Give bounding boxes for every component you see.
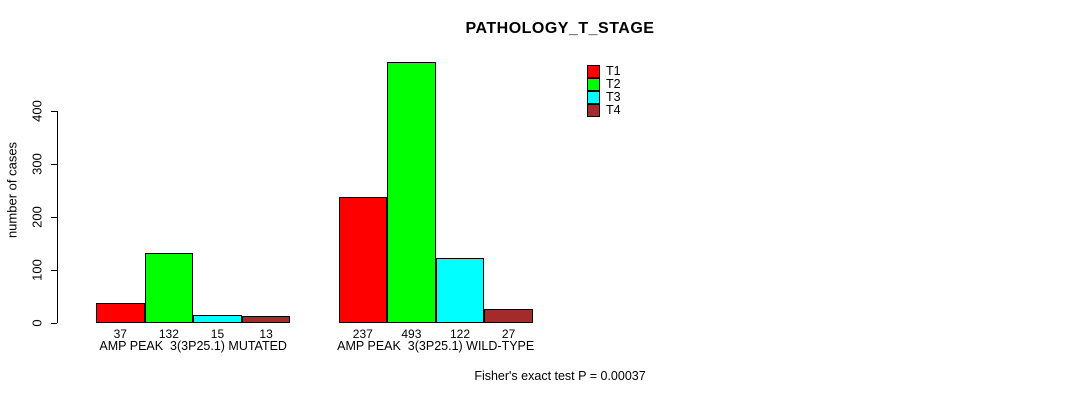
bar-value-label: 37 <box>113 326 127 341</box>
y-axis-tick-label: 0 <box>29 319 45 327</box>
legend-item: T4 <box>587 103 621 117</box>
y-axis-tick-label: 400 <box>29 100 45 122</box>
bar-t2 <box>387 61 436 323</box>
legend: T1 T2 T3 T4 <box>587 64 621 117</box>
y-axis-tick <box>51 111 57 112</box>
legend-item-label: T2 <box>606 77 621 91</box>
y-axis-tick-label: 300 <box>29 153 45 175</box>
bar-t1 <box>96 303 145 323</box>
legend-item-label: T4 <box>606 103 621 117</box>
legend-color-swatch <box>587 65 600 78</box>
category-label: AMP PEAK 3(3P25.1) WILD-TYPE <box>337 338 535 353</box>
y-axis-label: number of cases <box>4 141 20 239</box>
bar-t3 <box>193 315 242 323</box>
bar-value-label: 493 <box>401 326 422 341</box>
legend-item: T3 <box>587 90 621 104</box>
bar-value-label: 122 <box>449 326 470 341</box>
y-axis-tick <box>51 164 57 165</box>
bar-t2 <box>144 253 194 323</box>
bar-t4 <box>241 316 291 323</box>
y-axis-tick-label: 200 <box>29 206 45 228</box>
category-label: AMP PEAK 3(3P25.1) MUTATED <box>99 338 287 353</box>
legend-item: T2 <box>587 77 621 91</box>
legend-color-swatch <box>587 78 600 91</box>
y-axis-tick <box>51 217 57 218</box>
y-axis-line <box>57 111 58 323</box>
bar-t1 <box>338 197 388 323</box>
bar-value-label: 13 <box>259 326 273 341</box>
legend-item-label: T3 <box>606 90 621 104</box>
y-axis-tick-label: 100 <box>29 259 45 281</box>
bar-value-label: 15 <box>210 326 225 341</box>
legend-item: T1 <box>587 64 621 78</box>
y-axis-tick <box>51 270 57 271</box>
bar-value-label: 132 <box>158 326 179 341</box>
bar-t3 <box>435 258 485 323</box>
legend-color-swatch <box>587 104 600 117</box>
chart-title: PATHOLOGY_T_STAGE <box>465 20 655 37</box>
legend-item-label: T1 <box>606 64 621 78</box>
bar-t4 <box>484 308 533 323</box>
legend-color-swatch <box>587 91 600 104</box>
bar-value-label: 237 <box>352 326 373 341</box>
y-axis-tick <box>51 323 57 324</box>
bar-value-label: 27 <box>501 326 516 341</box>
footnote: Fisher's exact test P = 0.00037 <box>474 369 646 383</box>
